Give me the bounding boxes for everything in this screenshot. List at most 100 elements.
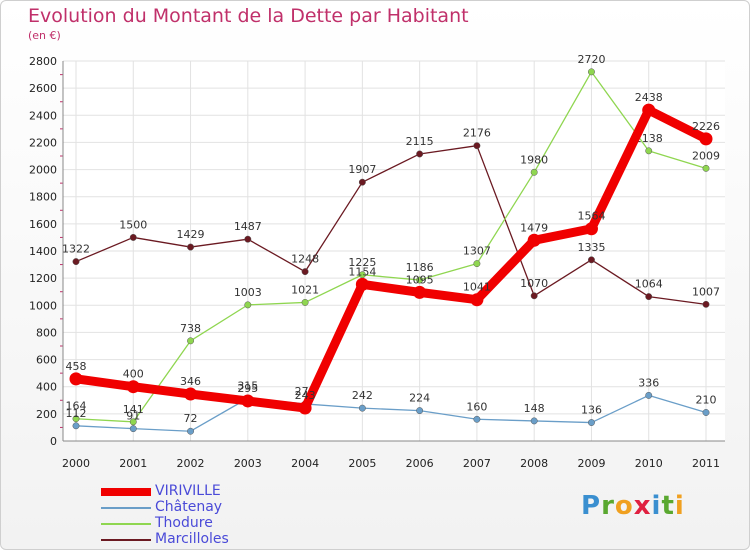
data-point-marcilloles [588, 256, 595, 264]
legend-label: Marcilloles [155, 531, 229, 547]
y-tick-label: 0 [50, 435, 57, 448]
data-label-thodure: 1307 [463, 245, 491, 258]
y-tick-label: 400 [36, 381, 57, 394]
x-tick-label: 2010 [635, 457, 663, 470]
line-chart: 0 200 400 600 800 1000 1200 1400 1600 1800 2000 220… [29, 53, 725, 470]
data-label-marcilloles: 1335 [577, 241, 605, 254]
data-point-viriville [241, 394, 255, 408]
logo-letter: i [651, 491, 662, 521]
data-point-thodure [588, 68, 595, 76]
x-tick-label: 2003 [234, 457, 262, 470]
data-point-thodure [473, 260, 481, 268]
y-tick-label: 1600 [29, 218, 57, 231]
data-point-marcilloles [129, 233, 137, 241]
series-line-viriville [71, 105, 711, 413]
data-label-marcilloles: 1248 [291, 253, 319, 266]
data-point-viriville [126, 380, 140, 394]
data-point-marcilloles [530, 292, 538, 300]
data-point-ch-tenay [358, 404, 366, 412]
data-label-ch-tenay: 72 [184, 412, 198, 425]
logo-letter: x [633, 491, 652, 521]
data-point-marcilloles [72, 258, 80, 266]
data-label-viriville: 295 [237, 382, 258, 395]
data-point-marcilloles [244, 235, 252, 243]
logo-letter: o [614, 491, 634, 521]
data-label-ch-tenay: 242 [352, 389, 373, 402]
data-point-viriville [413, 285, 427, 299]
chart-subtitle: (en €) [28, 29, 61, 42]
legend-swatch [101, 488, 151, 496]
y-tick-label: 2200 [29, 136, 57, 149]
data-point-thodure [301, 298, 309, 306]
data-label-viriville: 1564 [577, 210, 605, 223]
data-label-marcilloles: 2115 [406, 135, 434, 148]
data-label-viriville: 2438 [635, 91, 663, 104]
data-label-viriville: 458 [66, 360, 87, 373]
legend-swatch [101, 539, 151, 541]
data-point-viriville [298, 401, 312, 415]
y-tick-label: 1400 [29, 245, 57, 258]
x-tick-label: 2006 [406, 457, 434, 470]
y-tick-label: 2000 [29, 164, 57, 177]
data-point-ch-tenay [645, 391, 653, 399]
legend-swatch [101, 523, 151, 525]
data-point-marcilloles [473, 142, 481, 150]
data-label-marcilloles: 1064 [635, 278, 663, 291]
data-point-viriville [584, 222, 598, 236]
data-point-thodure [129, 418, 137, 426]
series-line-marcilloles [75, 145, 707, 305]
logo-letter: P [581, 491, 602, 521]
data-point-ch-tenay [187, 427, 194, 435]
data-label-marcilloles: 1429 [177, 228, 205, 241]
data-point-ch-tenay [702, 409, 710, 416]
data-point-viriville [355, 277, 369, 291]
data-point-marcilloles [301, 268, 309, 276]
data-point-thodure [645, 147, 653, 155]
data-point-ch-tenay [588, 419, 595, 426]
data-label-thodure: 1003 [234, 286, 262, 299]
data-label-viriville: 2226 [692, 120, 720, 133]
data-point-marcilloles [416, 150, 424, 158]
x-tick-label: 2008 [520, 457, 548, 470]
data-point-marcilloles [702, 300, 710, 308]
data-point-ch-tenay [416, 407, 424, 415]
data-label-marcilloles: 2176 [463, 127, 491, 140]
data-label-ch-tenay: 91 [126, 410, 140, 423]
y-tick-label: 2400 [29, 109, 57, 122]
y-tick-label: 1000 [29, 299, 57, 312]
data-label-ch-tenay: 160 [466, 400, 487, 413]
data-label-marcilloles: 1322 [62, 243, 90, 256]
data-label-marcilloles: 1070 [520, 277, 548, 290]
data-label-viriville: 1041 [463, 281, 491, 294]
data-label-viriville: 1479 [520, 221, 548, 234]
data-point-thodure [416, 276, 424, 284]
data-point-ch-tenay [129, 425, 137, 433]
data-label-viriville: 1095 [406, 273, 434, 286]
data-point-viriville [470, 293, 484, 307]
legend-label: Châtenay [155, 499, 223, 515]
y-tick-label: 600 [36, 354, 57, 367]
data-point-marcilloles [645, 293, 653, 301]
data-point-thodure [244, 301, 252, 309]
proxiti-logo: Proxiti [581, 491, 685, 521]
data-point-marcilloles [358, 178, 366, 186]
x-tick-label: 2007 [463, 457, 491, 470]
data-label-thodure: 1980 [520, 153, 548, 166]
data-label-thodure: 1021 [291, 283, 319, 296]
chart-title: Evolution du Montant de la Dette par Hab… [28, 5, 469, 27]
data-label-viriville: 346 [180, 375, 201, 388]
data-label-ch-tenay: 148 [524, 402, 545, 415]
data-label-viriville: 1154 [348, 265, 376, 278]
legend-label: Thodure [155, 515, 213, 531]
y-tick-label: 1800 [29, 191, 57, 204]
data-label-thodure: 738 [180, 322, 201, 335]
x-tick-label: 2004 [291, 457, 319, 470]
data-point-marcilloles [187, 243, 194, 251]
data-point-viriville [527, 233, 541, 247]
data-label-marcilloles: 1500 [119, 218, 147, 231]
data-point-viriville [699, 132, 713, 146]
y-tick-label: 2800 [29, 55, 57, 68]
x-tick-label: 2009 [577, 457, 605, 470]
data-label-thodure: 2009 [692, 149, 720, 162]
legend-label: VIRIVILLE [155, 483, 221, 499]
